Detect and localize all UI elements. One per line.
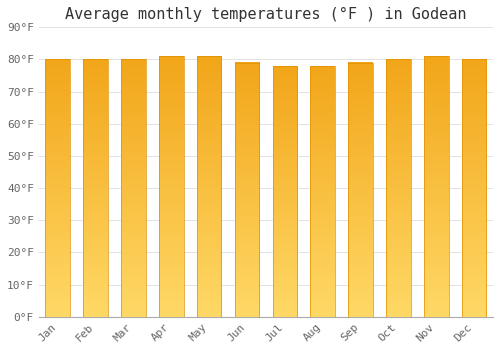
Bar	[159, 56, 184, 317]
Bar	[46, 60, 70, 317]
Bar	[386, 60, 410, 317]
Bar	[462, 60, 486, 317]
Bar	[424, 56, 448, 317]
Bar	[197, 56, 222, 317]
Title: Average monthly temperatures (°F ) in Godean: Average monthly temperatures (°F ) in Go…	[65, 7, 466, 22]
Bar	[272, 66, 297, 317]
Bar	[310, 66, 335, 317]
Bar	[121, 60, 146, 317]
Bar	[84, 60, 108, 317]
Bar	[234, 63, 260, 317]
Bar	[348, 63, 373, 317]
